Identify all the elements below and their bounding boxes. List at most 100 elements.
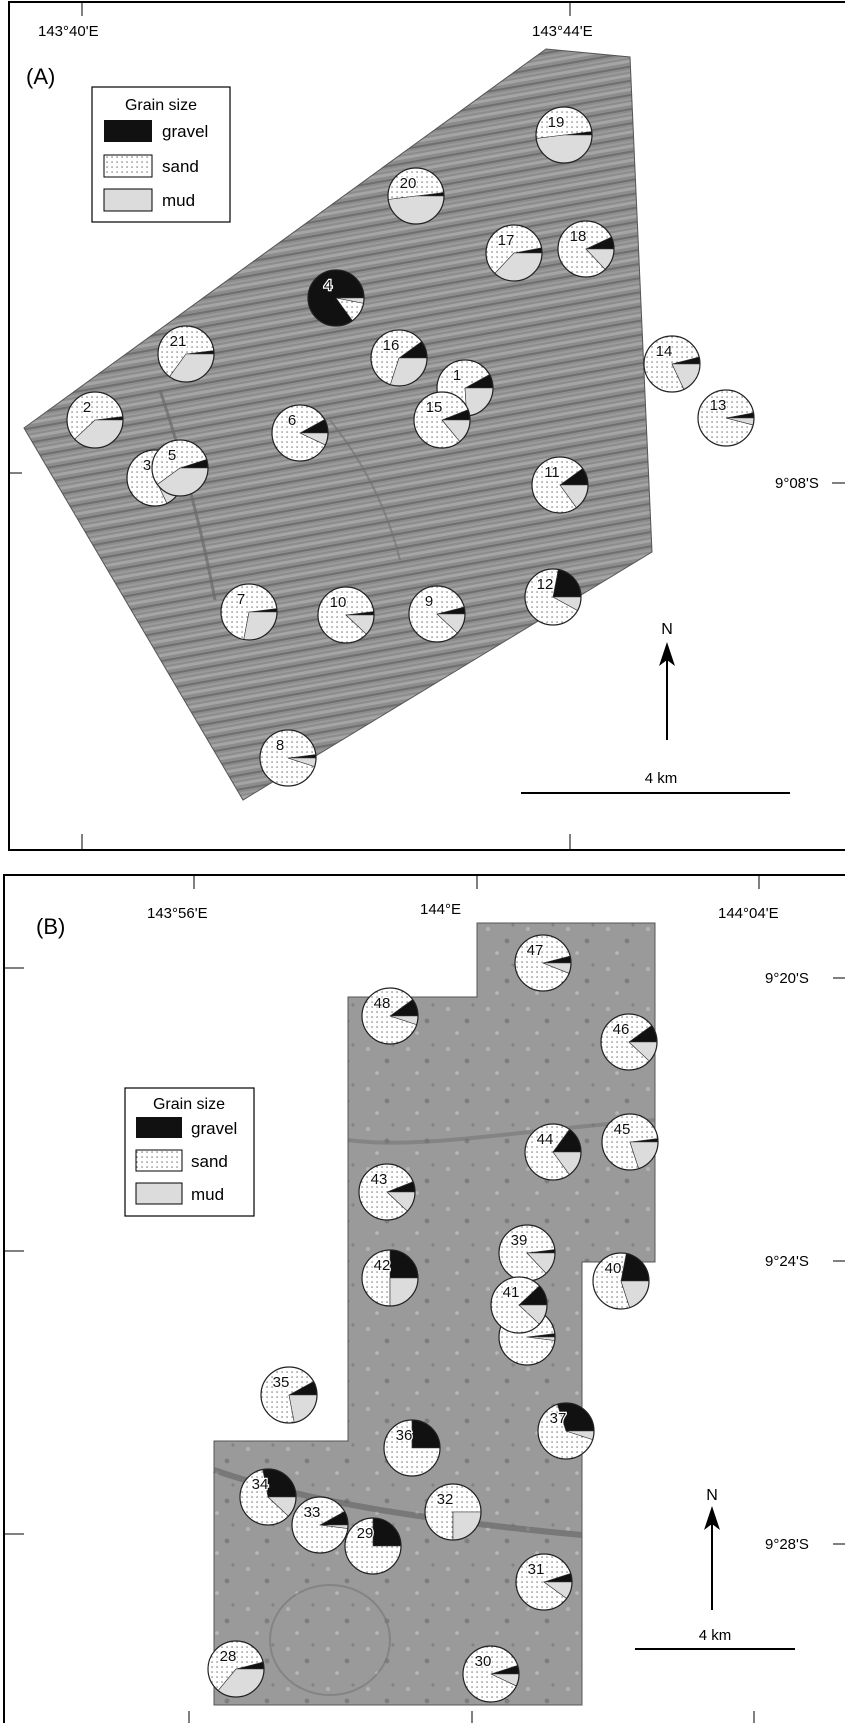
site-label: 39 xyxy=(511,1232,528,1249)
sample-site-46-pie: 46 xyxy=(600,1013,658,1071)
sample-site-4-pie: 4 xyxy=(307,269,365,327)
pie-outline xyxy=(535,106,593,164)
pie-outline xyxy=(370,329,428,387)
sample-site-5-pie: 5 xyxy=(151,439,209,497)
site-label: 41 xyxy=(503,1284,520,1301)
sample-site-37-pie: 37 xyxy=(537,1402,595,1460)
panel-a: 143°40'E 143°44'E 9°08'S (A) Grain size … xyxy=(8,1,845,851)
pie-outline xyxy=(697,389,755,447)
pie-outline xyxy=(592,1252,650,1310)
site-label: 45 xyxy=(614,1121,631,1138)
north-arrow-icon: N xyxy=(659,621,675,740)
sample-site-19-pie: 19 xyxy=(535,106,593,164)
pie-outline xyxy=(151,439,209,497)
pie-outline xyxy=(361,1249,419,1307)
site-label: 3 xyxy=(143,457,151,474)
sample-site-31-pie: 31 xyxy=(515,1553,573,1611)
site-label: 21 xyxy=(170,333,187,350)
pie-outline xyxy=(220,583,278,641)
pie-outline xyxy=(408,585,466,643)
panel-b-lat-1: 9°20'S xyxy=(765,970,809,987)
pie-outline xyxy=(490,1276,548,1334)
site-label: 15 xyxy=(426,399,443,416)
pie-outline xyxy=(557,220,615,278)
sample-site-43-pie: 43 xyxy=(358,1163,416,1221)
legend-label-sand: sand xyxy=(162,157,199,176)
legend-swatch-sand xyxy=(135,1149,183,1172)
site-label: 4 xyxy=(324,277,332,294)
pie-outline xyxy=(271,404,329,462)
panel-b-label: (B) xyxy=(36,914,65,939)
site-label: 35 xyxy=(273,1374,290,1391)
legend-title: Grain size xyxy=(125,97,197,114)
site-label: 43 xyxy=(371,1171,388,1188)
site-label: 19 xyxy=(548,114,565,131)
sample-site-7-pie: 7 xyxy=(220,583,278,641)
sample-site-14-pie: 14 xyxy=(643,335,701,393)
legend-label-mud: mud xyxy=(191,1185,224,1204)
north-label: N xyxy=(661,621,673,638)
sample-site-32-pie: 32 xyxy=(424,1483,482,1541)
pie-outline xyxy=(485,224,543,282)
sample-site-2-pie: 2 xyxy=(66,391,124,449)
sample-site-47-pie: 47 xyxy=(514,934,572,992)
panel-b-frame xyxy=(3,874,845,1723)
sample-site-33-pie: 33 xyxy=(291,1496,349,1554)
site-label: 5 xyxy=(168,447,176,464)
pie-outline xyxy=(601,1113,659,1171)
sample-site-45-pie: 45 xyxy=(601,1113,659,1171)
legend-swatch-mud xyxy=(135,1182,183,1205)
pie-outline xyxy=(361,987,419,1045)
sample-site-9-pie: 9 xyxy=(408,585,466,643)
north-arrow-icon: N xyxy=(704,1487,720,1610)
panel-a-frame xyxy=(8,1,845,851)
legend-label-gravel: gravel xyxy=(191,1119,237,1138)
sample-site-40-pie: 40 xyxy=(592,1252,650,1310)
sample-site-28-pie: 28 xyxy=(207,1640,265,1698)
pie-outline xyxy=(291,1496,349,1554)
panel-b-lon-1: 143°56'E xyxy=(147,905,208,922)
panel-a-lon-2: 143°44'E xyxy=(532,23,593,40)
pie-outline xyxy=(358,1163,416,1221)
pie-outline xyxy=(537,1402,595,1460)
sample-site-35-pie: 35 xyxy=(260,1366,318,1424)
legend-label-gravel: gravel xyxy=(162,122,208,141)
panel-a-legend: Grain size gravel sand mud xyxy=(91,86,231,223)
pie-outline xyxy=(66,391,124,449)
sample-site-18-pie: 18 xyxy=(557,220,615,278)
sample-site-39-pie: 39 xyxy=(498,1224,556,1282)
north-arrow-head xyxy=(704,1506,720,1530)
site-label: 48 xyxy=(374,995,391,1012)
site-label: 12 xyxy=(537,576,554,593)
pie-outline xyxy=(259,729,317,787)
panel-a-label: (A) xyxy=(26,64,55,89)
sample-site-21-pie: 21 xyxy=(157,325,215,383)
site-label: 1 xyxy=(453,367,461,384)
pie-outline xyxy=(524,568,582,626)
site-label: 11 xyxy=(544,464,560,481)
pie-outline xyxy=(643,335,701,393)
panel-b-pies: 2829303132333435363738394041424344454647… xyxy=(207,934,659,1703)
site-label: 32 xyxy=(437,1491,454,1508)
sample-site-10-pie: 10 xyxy=(317,586,375,644)
legend-title: Grain size xyxy=(153,1096,225,1113)
site-label: 33 xyxy=(304,1504,321,1521)
pie-outline xyxy=(413,391,471,449)
site-label: 16 xyxy=(383,337,400,354)
sample-site-11-pie: 11 xyxy=(531,456,589,514)
pie-outline xyxy=(424,1483,482,1541)
sample-site-13-pie: 13 xyxy=(697,389,755,447)
pie-outline xyxy=(524,1123,582,1181)
panel-b-lon-2: 144°E xyxy=(420,901,461,918)
site-label: 30 xyxy=(475,1653,492,1670)
sample-site-34-pie: 34 xyxy=(239,1468,297,1526)
site-label: 7 xyxy=(237,591,245,608)
sample-site-30-pie: 30 xyxy=(462,1645,520,1703)
site-label: 31 xyxy=(528,1561,545,1578)
scale-bar: 4 km xyxy=(635,1627,795,1650)
pie-outline xyxy=(344,1517,402,1575)
site-label: 18 xyxy=(570,228,587,245)
panel-b-channel-2 xyxy=(347,1118,656,1145)
legend-swatch-gravel xyxy=(136,1117,182,1138)
site-label: 8 xyxy=(276,737,284,754)
